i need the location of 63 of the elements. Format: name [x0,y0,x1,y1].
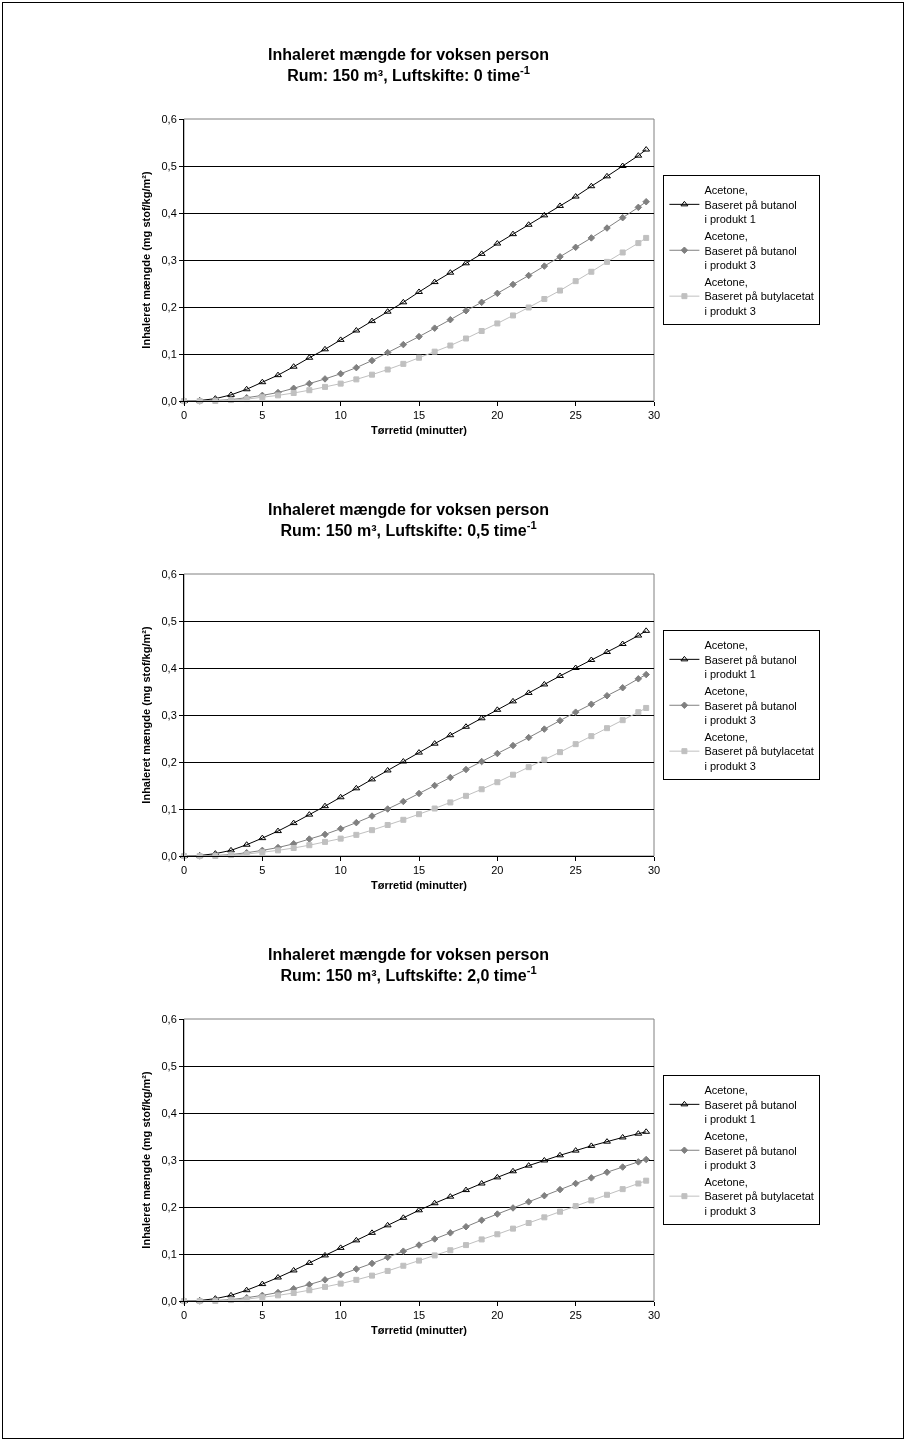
y-tick-label: 0,2 [161,1200,177,1213]
legend-label: Acetone, Baseret på butylacetat i produkt 3 [704,276,814,317]
y-tick-label: 0,5 [161,159,177,172]
x-tick-label: 10 [334,864,347,877]
y-axis-title: Inhaleret mængde (mg stof/kg/m²) [140,626,153,804]
legend-label: Acetone, Baseret på butanol i produkt 3 [704,1130,797,1171]
y-tick-label: 0,4 [161,1106,177,1119]
y-tick-label: 0,2 [161,300,177,313]
x-tick-label: 30 [647,1309,661,1322]
chart-title: Inhaleret mængde for voksen person [268,946,550,964]
chart-subtitle: Rum: 150 m³, Luftskifte: 0,5 time$^{-1}$ [280,519,537,539]
y-tick-label: 0,4 [161,661,177,674]
legend-label: Acetone, Baseret på butanol i produkt 3 [704,230,797,271]
y-tick-label: 0,1 [161,1247,177,1260]
y-tick-label: 0,1 [161,802,177,815]
y-tick-label: 0,5 [161,614,177,627]
x-tick-label: 10 [334,409,347,422]
x-tick-label: 25 [569,1309,582,1322]
y-tick-label: 0,3 [161,1153,177,1166]
chart-subtitle: Rum: 150 m³, Luftskifte: 0 time$^{-1}$ [287,64,531,84]
y-tick-label: 0,6 [161,1012,177,1025]
chart-subtitle: Rum: 150 m³, Luftskifte: 2,0 time$^{-1}$ [280,964,537,984]
x-tick-label: 20 [491,1309,504,1322]
y-tick-label: 0,0 [161,849,177,862]
y-tick-label: 0,6 [161,112,177,125]
x-tick-label: 25 [569,864,582,877]
x-tick-label: 30 [647,409,661,422]
chart-title: Inhaleret mængde for voksen person [268,501,550,519]
legend-label: Acetone, Baseret på butanol i produkt 3 [704,685,797,726]
y-tick-label: 0,0 [161,394,177,407]
x-axis-title: Tørretid (minutter) [371,879,468,892]
x-tick-label: 0 [180,864,188,877]
legend-label: Acetone, Baseret på butylacetat i produkt 3 [704,1176,814,1217]
y-tick-label: 0,2 [161,755,177,768]
legend-label: Acetone, Baseret på butylacetat i produkt 3 [704,731,814,772]
x-tick-label: 15 [412,409,426,422]
y-tick-label: 0,0 [161,1294,177,1307]
legend-label: Acetone, Baseret på butanol i produkt 1 [704,639,797,680]
x-tick-label: 20 [491,864,504,877]
x-axis-title: Tørretid (minutter) [371,1324,468,1337]
y-axis-title: Inhaleret mængde (mg stof/kg/m²) [140,1071,153,1249]
x-tick-label: 15 [412,864,426,877]
x-tick-label: 25 [569,409,582,422]
y-tick-label: 0,1 [161,347,177,360]
legend-label: Acetone, Baseret på butanol i produkt 1 [704,184,797,225]
x-tick-label: 15 [412,1309,426,1322]
x-tick-label: 0 [180,409,188,422]
x-tick-label: 10 [334,1309,347,1322]
y-tick-label: 0,4 [161,206,177,219]
x-tick-label: 5 [259,864,266,877]
y-tick-label: 0,6 [161,567,177,580]
x-tick-label: 0 [180,1309,188,1322]
x-tick-label: 5 [259,1309,266,1322]
y-axis-title: Inhaleret mængde (mg stof/kg/m²) [140,171,153,349]
x-tick-label: 20 [491,409,504,422]
chart-title: Inhaleret mængde for voksen person [268,46,550,64]
y-tick-label: 0,5 [161,1059,177,1072]
legend-label: Acetone, Baseret på butanol i produkt 1 [704,1084,797,1125]
x-tick-label: 30 [647,864,661,877]
x-axis-title: Tørretid (minutter) [371,424,468,437]
y-tick-label: 0,3 [161,253,177,266]
y-tick-label: 0,3 [161,708,177,721]
x-tick-label: 5 [259,409,266,422]
